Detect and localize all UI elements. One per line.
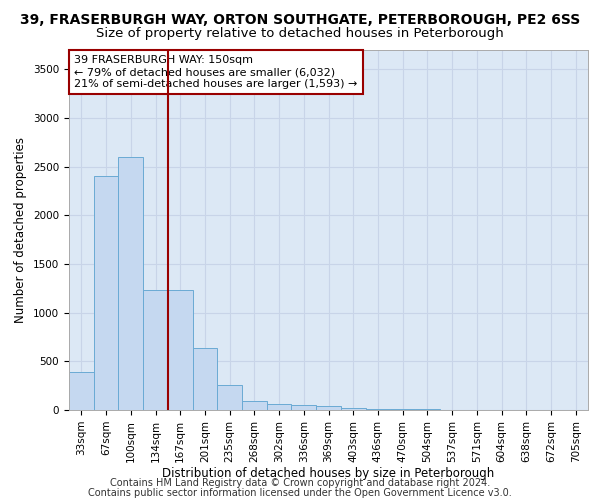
Text: Contains public sector information licensed under the Open Government Licence v3: Contains public sector information licen… [88,488,512,498]
Bar [242,401,267,410]
Bar [292,404,316,410]
Text: Size of property relative to detached houses in Peterborough: Size of property relative to detached ho… [96,28,504,40]
X-axis label: Distribution of detached houses by size in Peterborough: Distribution of detached houses by size … [163,468,494,480]
Bar [69,372,94,410]
Bar [217,384,242,410]
Text: 39, FRASERBURGH WAY, ORTON SOUTHGATE, PETERBOROUGH, PE2 6SS: 39, FRASERBURGH WAY, ORTON SOUTHGATE, PE… [20,12,580,26]
Bar [415,409,440,410]
Bar [341,408,365,410]
Y-axis label: Number of detached properties: Number of detached properties [14,137,28,323]
Bar [193,348,217,410]
Bar [143,290,168,410]
Text: 39 FRASERBURGH WAY: 150sqm
← 79% of detached houses are smaller (6,032)
21% of s: 39 FRASERBURGH WAY: 150sqm ← 79% of deta… [74,56,358,88]
Bar [365,408,390,410]
Text: Contains HM Land Registry data © Crown copyright and database right 2024.: Contains HM Land Registry data © Crown c… [110,478,490,488]
Bar [94,176,118,410]
Bar [168,290,193,410]
Bar [390,409,415,410]
Bar [118,157,143,410]
Bar [267,404,292,410]
Bar [316,406,341,410]
